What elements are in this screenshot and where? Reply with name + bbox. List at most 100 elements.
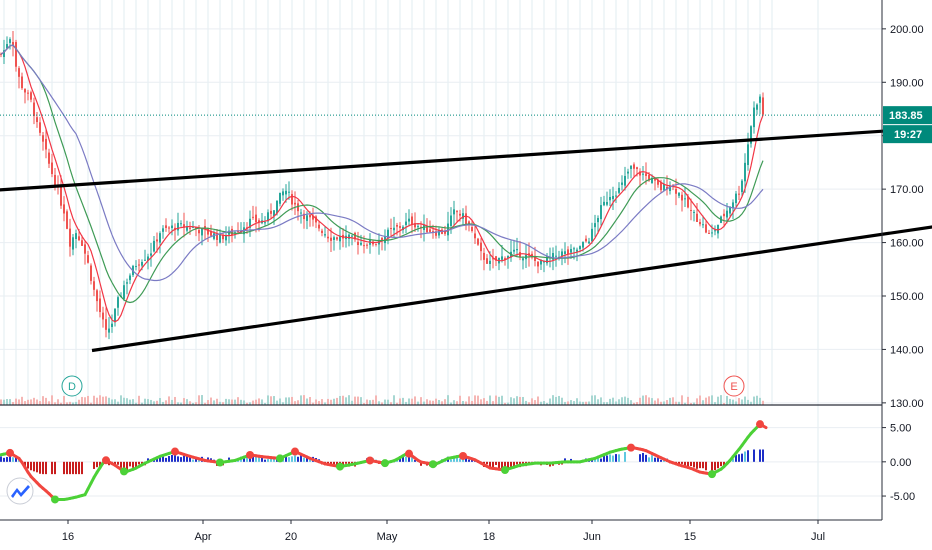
candle[interactable] (684, 198, 686, 200)
candle[interactable] (564, 251, 566, 254)
candle[interactable] (300, 212, 302, 214)
candle[interactable] (285, 190, 287, 195)
candle[interactable] (567, 249, 569, 255)
candle[interactable] (147, 256, 149, 261)
candle[interactable] (750, 126, 752, 144)
candle[interactable] (630, 165, 632, 169)
candle[interactable] (75, 233, 77, 240)
candle[interactable] (36, 117, 38, 123)
candle[interactable] (744, 162, 746, 182)
candle[interactable] (318, 224, 320, 229)
candle[interactable] (588, 241, 590, 244)
candle[interactable] (186, 226, 188, 231)
candle[interactable] (42, 135, 44, 142)
candle[interactable] (579, 246, 581, 250)
candle[interactable] (459, 213, 461, 216)
candle[interactable] (690, 209, 692, 211)
candle[interactable] (144, 259, 146, 261)
candle[interactable] (561, 251, 563, 257)
lower-trendline[interactable] (91, 225, 932, 353)
candle[interactable] (678, 192, 680, 196)
candle[interactable] (360, 242, 362, 245)
candle[interactable] (117, 297, 119, 308)
candle[interactable] (534, 257, 536, 261)
candle[interactable] (519, 252, 521, 258)
candle[interactable] (231, 228, 233, 236)
candle[interactable] (363, 245, 365, 247)
candle[interactable] (489, 260, 491, 264)
candle[interactable] (723, 213, 725, 217)
candle[interactable] (642, 173, 644, 175)
candle[interactable] (87, 255, 89, 263)
candle[interactable] (663, 183, 665, 191)
candle[interactable] (687, 196, 689, 208)
candle[interactable] (726, 210, 728, 218)
candle[interactable] (447, 223, 449, 236)
candle[interactable] (714, 230, 716, 232)
candle[interactable] (18, 68, 20, 77)
candle[interactable] (216, 234, 218, 240)
candle[interactable] (396, 225, 398, 227)
candle[interactable] (537, 261, 539, 267)
candle[interactable] (123, 285, 125, 299)
candle[interactable] (600, 205, 602, 220)
candle[interactable] (483, 252, 485, 260)
candle[interactable] (444, 231, 446, 234)
oscillator-axis[interactable]: 5.00 0.00 -5.00 (882, 423, 915, 503)
candle[interactable] (669, 186, 671, 191)
candle[interactable] (756, 104, 758, 110)
candle[interactable] (321, 230, 323, 233)
candle[interactable] (72, 237, 74, 250)
candle[interactable] (594, 223, 596, 228)
candle[interactable] (282, 191, 284, 196)
candle[interactable] (198, 230, 200, 234)
time-axis[interactable]: 16 Apr 20 May 18 Jun 15 Jul (62, 520, 825, 543)
candle[interactable] (348, 234, 350, 239)
candle[interactable] (102, 312, 104, 320)
candle[interactable] (84, 244, 86, 254)
candle[interactable] (51, 162, 53, 175)
candle[interactable] (141, 261, 143, 266)
candle[interactable] (648, 174, 650, 181)
candle[interactable] (462, 213, 464, 219)
candle[interactable] (180, 223, 182, 225)
candle[interactable] (267, 212, 269, 222)
candle[interactable] (219, 233, 221, 243)
candle[interactable] (81, 240, 83, 246)
candle[interactable] (114, 308, 116, 323)
candle[interactable] (189, 227, 191, 229)
candle[interactable] (93, 281, 95, 290)
candle[interactable] (501, 256, 503, 260)
candle[interactable] (27, 92, 29, 94)
candle[interactable] (591, 228, 593, 242)
candle[interactable] (468, 221, 470, 224)
candle[interactable] (159, 233, 161, 243)
candle[interactable] (474, 233, 476, 239)
candle[interactable] (387, 229, 389, 239)
candle[interactable] (411, 216, 413, 225)
candle[interactable] (291, 194, 293, 205)
candle[interactable] (333, 237, 335, 240)
candle[interactable] (21, 76, 23, 89)
candle[interactable] (294, 202, 296, 205)
candle[interactable] (435, 231, 437, 236)
candle[interactable] (258, 220, 260, 223)
candle[interactable] (513, 249, 515, 252)
candle[interactable] (639, 171, 641, 176)
candle[interactable] (39, 122, 41, 133)
candle[interactable] (633, 164, 635, 169)
candle[interactable] (708, 232, 710, 234)
candle[interactable] (351, 235, 353, 237)
candle[interactable] (33, 102, 35, 117)
candle[interactable] (78, 236, 80, 241)
candle[interactable] (504, 258, 506, 260)
candle[interactable] (168, 227, 170, 229)
candle[interactable] (603, 201, 605, 206)
candle[interactable] (516, 249, 518, 251)
candle[interactable] (615, 195, 617, 197)
candle[interactable] (717, 224, 719, 234)
candle[interactable] (96, 290, 98, 302)
candle[interactable] (63, 204, 65, 214)
candle[interactable] (195, 227, 197, 229)
